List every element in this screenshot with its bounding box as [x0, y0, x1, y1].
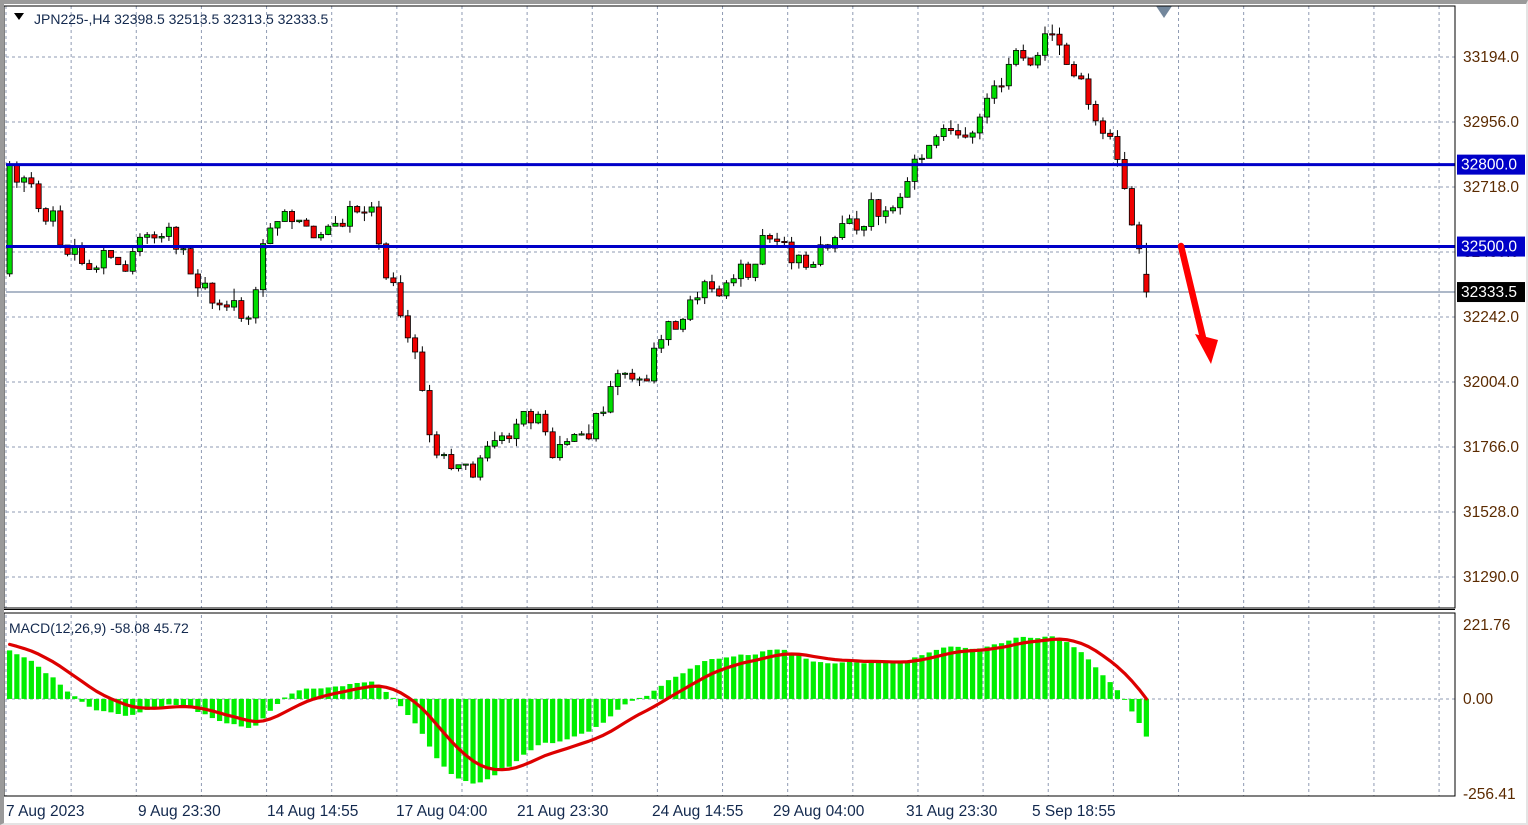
svg-text:7 Aug 2023: 7 Aug 2023 — [6, 803, 84, 820]
svg-text:32333.5: 32333.5 — [1461, 284, 1517, 301]
svg-text:31 Aug 23:30: 31 Aug 23:30 — [906, 803, 998, 820]
svg-text:221.76: 221.76 — [1463, 617, 1510, 634]
svg-text:33194.0: 33194.0 — [1463, 49, 1519, 66]
svg-text:32800.0: 32800.0 — [1461, 157, 1517, 174]
svg-text:29 Aug 04:00: 29 Aug 04:00 — [773, 803, 865, 820]
svg-text:JPN225-,H4 32398.5 32513.5 32: JPN225-,H4 32398.5 32513.5 32313.5 32333… — [34, 11, 328, 27]
svg-text:5 Sep 18:55: 5 Sep 18:55 — [1032, 803, 1116, 820]
svg-text:32718.0: 32718.0 — [1463, 179, 1519, 196]
svg-text:32500.0: 32500.0 — [1461, 239, 1517, 256]
svg-text:32956.0: 32956.0 — [1463, 114, 1519, 131]
svg-text:21 Aug 23:30: 21 Aug 23:30 — [517, 803, 609, 820]
svg-text:24 Aug 14:55: 24 Aug 14:55 — [652, 803, 743, 820]
svg-text:9 Aug 23:30: 9 Aug 23:30 — [138, 803, 221, 820]
svg-text:MACD(12,26,9) -58.08 45.72: MACD(12,26,9) -58.08 45.72 — [9, 620, 189, 636]
svg-text:31290.0: 31290.0 — [1463, 569, 1519, 586]
svg-text:17 Aug 04:00: 17 Aug 04:00 — [396, 803, 488, 820]
svg-text:32242.0: 32242.0 — [1463, 309, 1519, 326]
svg-text:-256.41: -256.41 — [1463, 786, 1516, 803]
svg-text:0.00: 0.00 — [1463, 691, 1494, 708]
svg-text:31528.0: 31528.0 — [1463, 504, 1519, 521]
svg-text:32004.0: 32004.0 — [1463, 374, 1519, 391]
svg-text:14 Aug 14:55: 14 Aug 14:55 — [267, 803, 358, 820]
svg-text:31766.0: 31766.0 — [1463, 439, 1519, 456]
